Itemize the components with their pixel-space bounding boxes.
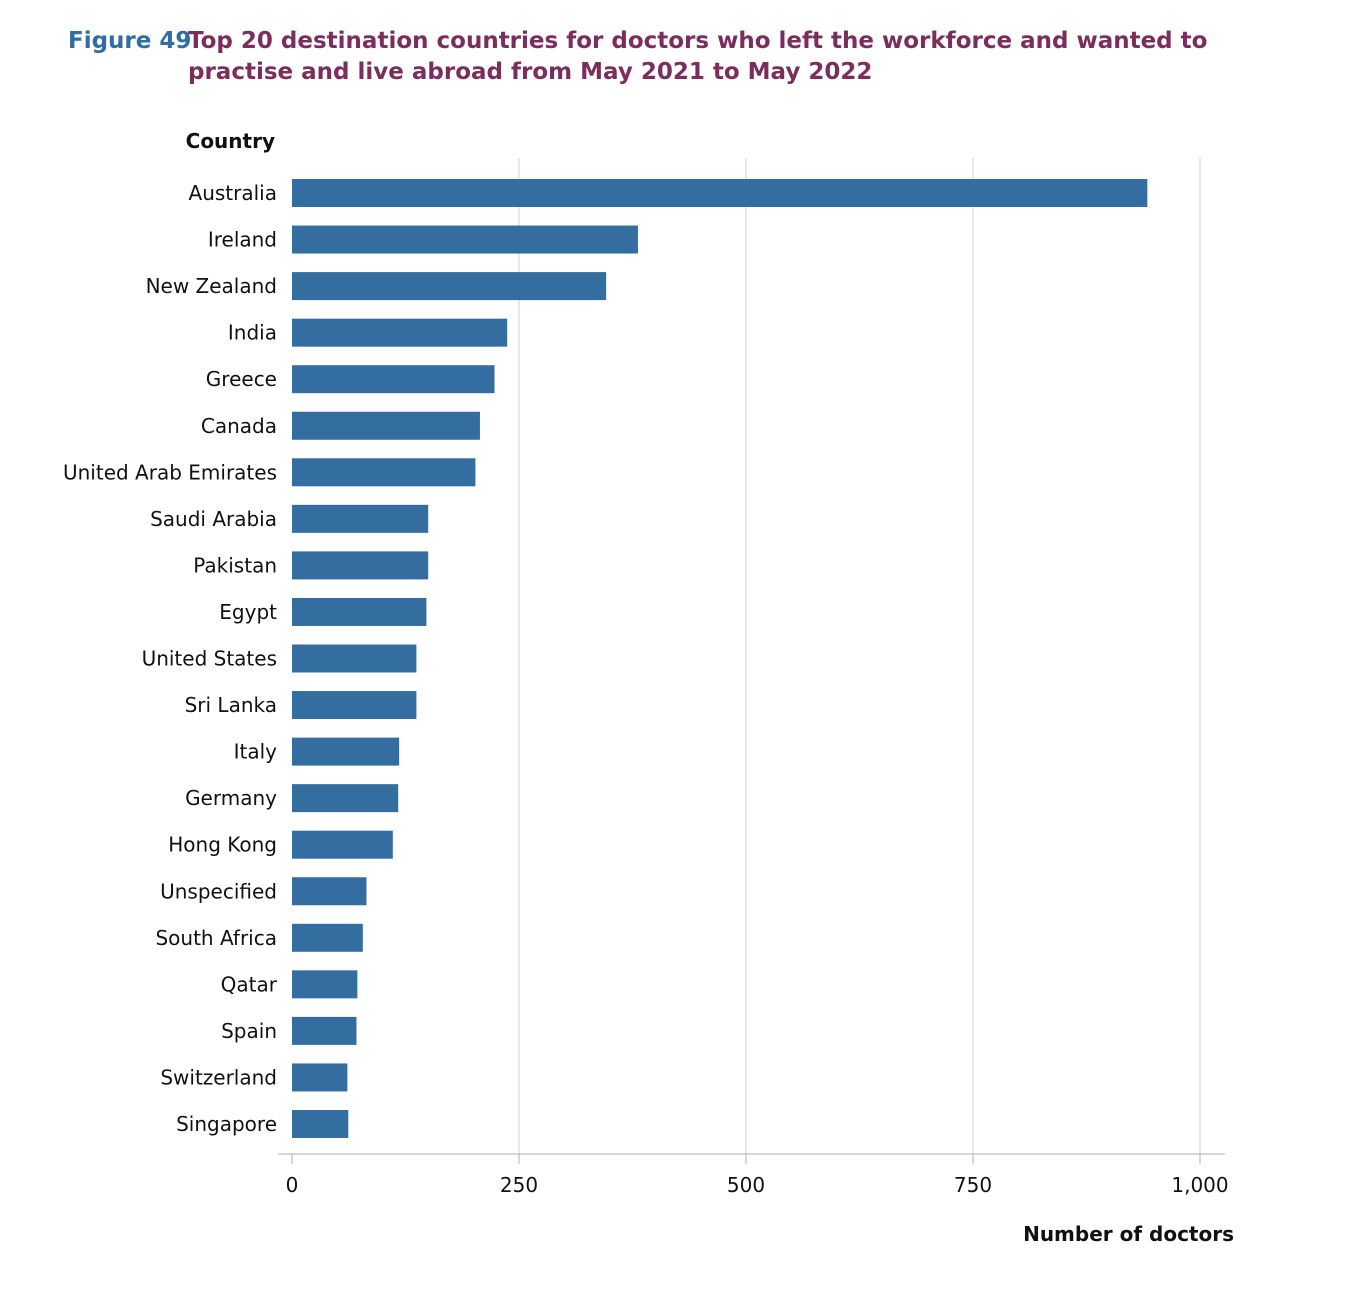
x-axis: 0 250 500 750 1,000 bbox=[278, 1153, 1229, 1197]
bar bbox=[292, 1016, 357, 1045]
bar bbox=[292, 784, 399, 813]
category-label: Pakistan bbox=[193, 553, 277, 577]
bar bbox=[292, 644, 417, 673]
x-tick-label: 500 bbox=[727, 1173, 765, 1197]
bar bbox=[292, 551, 429, 580]
category-label: Singapore bbox=[176, 1112, 277, 1136]
bar bbox=[292, 970, 358, 999]
category-label: Canada bbox=[201, 414, 277, 438]
category-label: Spain bbox=[221, 1019, 277, 1043]
x-tick-label: 250 bbox=[500, 1173, 538, 1197]
gridlines bbox=[518, 158, 1201, 1154]
category-label: Saudi Arabia bbox=[150, 507, 277, 531]
x-tick-label: 0 bbox=[286, 1173, 299, 1197]
y-axis-title: Country bbox=[186, 129, 275, 153]
bar bbox=[292, 597, 427, 626]
category-label: Switzerland bbox=[160, 1065, 277, 1089]
bar bbox=[292, 504, 429, 533]
category-label: India bbox=[228, 321, 277, 345]
category-label: Germany bbox=[185, 786, 277, 810]
bar bbox=[292, 737, 400, 766]
category-label: United Arab Emirates bbox=[63, 460, 277, 484]
bar bbox=[292, 411, 480, 440]
bars bbox=[292, 179, 1148, 1138]
category-label: Greece bbox=[206, 367, 277, 391]
bar bbox=[292, 1063, 348, 1092]
category-label: Sri Lanka bbox=[185, 693, 277, 717]
x-tick-label: 1,000 bbox=[1171, 1173, 1228, 1197]
bar bbox=[292, 365, 495, 394]
category-labels: Australia Ireland New Zealand India Greece Ca… bbox=[63, 181, 278, 1136]
bar bbox=[292, 458, 476, 487]
figure-title: Top 20 destination countries for doctors… bbox=[188, 28, 1208, 85]
category-label: Unspecified bbox=[160, 879, 277, 903]
category-label: Australia bbox=[189, 181, 277, 205]
category-label: Egypt bbox=[219, 600, 277, 624]
category-label: Italy bbox=[234, 740, 278, 764]
category-label: Ireland bbox=[208, 228, 277, 252]
category-label: Hong Kong bbox=[168, 833, 277, 857]
x-tick-label: 750 bbox=[954, 1173, 992, 1197]
bar bbox=[292, 877, 367, 906]
figure-label: Figure 49: bbox=[68, 28, 201, 54]
bar bbox=[292, 691, 417, 720]
x-axis-title: Number of doctors bbox=[1023, 1222, 1234, 1246]
bar bbox=[292, 179, 1148, 207]
bar bbox=[292, 923, 363, 952]
bar bbox=[292, 225, 638, 254]
bar bbox=[292, 830, 393, 859]
category-label: Qatar bbox=[221, 972, 278, 996]
bar bbox=[292, 272, 607, 301]
bar bbox=[292, 1110, 349, 1138]
category-label: United States bbox=[142, 647, 277, 671]
bar bbox=[292, 318, 508, 347]
category-label: South Africa bbox=[155, 926, 277, 950]
category-label: New Zealand bbox=[146, 274, 277, 298]
